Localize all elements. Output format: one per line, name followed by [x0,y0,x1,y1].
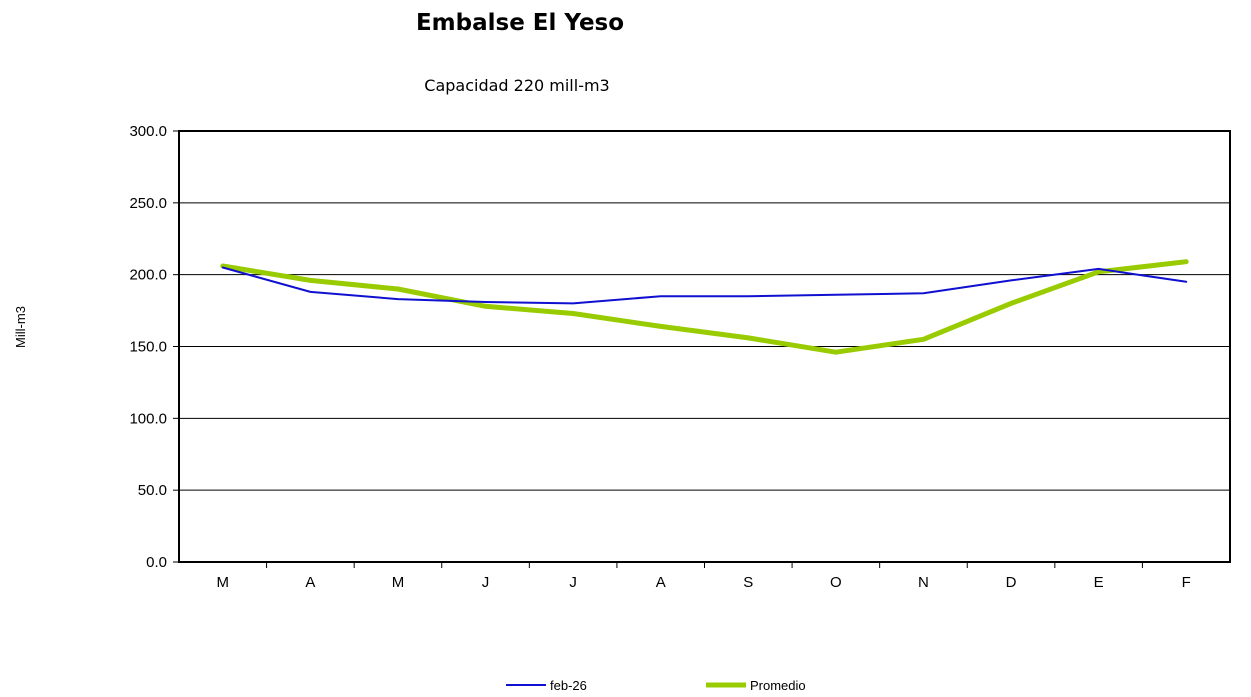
y-tick-label: 100.0 [129,410,167,427]
y-tick-label: 150.0 [129,339,167,356]
x-tick-label: A [305,574,315,591]
y-axis: 0.0 50.0 100.0 150.0 200.0 250.0 300.0 [129,123,179,571]
y-tick-label: 300.0 [129,123,167,140]
y-axis-label: Mill-m3 [13,306,28,348]
legend-label-1: Promedio [750,678,806,693]
x-tick-label: J [482,574,490,591]
y-tick-label: 0.0 [146,554,167,571]
chart-subtitle: Capacidad 220 mill-m3 [424,76,610,95]
x-tick-label: F [1182,574,1191,591]
legend: feb-26 Promedio [506,678,806,693]
series-lines [220,259,1189,355]
series-line-1 [220,259,1189,355]
x-tick-label: E [1094,574,1104,591]
x-tick-label: M [217,574,230,591]
x-tick-label: O [830,574,842,591]
y-tick-label: 200.0 [129,267,167,284]
chart-title: Embalse El Yeso [415,10,625,36]
x-tick-label: A [656,574,666,591]
series-line-0 [221,266,1188,305]
gridlines [179,202,1230,491]
y-tick-label: 250.0 [129,195,167,212]
x-tick-label: M [392,574,405,591]
x-tick-label: D [1006,574,1017,591]
x-tick-label: J [569,574,577,591]
x-tick-label: S [743,574,753,591]
legend-label-0: feb-26 [550,678,587,693]
y-tick-label: 50.0 [138,482,167,499]
x-tick-label: N [918,574,929,591]
